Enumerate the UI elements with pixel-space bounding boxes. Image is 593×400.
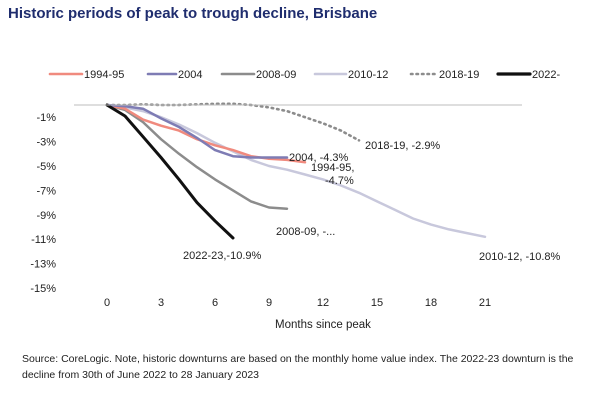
legend-label-2018-19: 2018-19: [439, 69, 479, 81]
data-label-2010-12: 2010-12, -10.8%: [479, 251, 561, 263]
y-tick-label: -9%: [36, 210, 56, 222]
x-tick-label: 15: [371, 297, 383, 309]
source-note: Source: CoreLogic. Note, historic downtu…: [22, 353, 574, 381]
series-line-1994-95: [105, 103, 307, 164]
chart-data-labels: 1994-95, -4.7%2004, -4.3% 2008-09, -... 201…: [183, 140, 561, 263]
x-tick-label: 6: [212, 297, 218, 309]
y-tick-label: -7%: [36, 185, 56, 197]
data-label-2022: 2022-23,-10.9%: [183, 250, 261, 262]
chart-axes: -1% -3% -5% -7% -9% -11% -13% -15% 0 3 6 9 12 15 18 21 M…: [30, 104, 522, 331]
x-axis-title: Months since peak: [275, 319, 371, 331]
x-tick-label: 18: [425, 297, 437, 309]
y-tick-label: -1%: [36, 112, 56, 124]
y-tick-label: -5%: [36, 161, 56, 173]
chart-lines: [105, 102, 487, 240]
chart-legend: 1994-95 2004 2008-09 2010-12 2018-19 2022-: [48, 69, 560, 81]
data-label-2018-19: 2018-19, -2.9%: [365, 140, 440, 152]
x-tick-label: 0: [104, 297, 110, 309]
data-label-2008-09: 2008-09, -...: [276, 226, 335, 238]
y-tick-label: -11%: [31, 234, 56, 246]
series-line-2010-12: [105, 103, 487, 239]
y-tick-label: -3%: [36, 137, 56, 149]
x-tick-label: 12: [317, 297, 329, 309]
series-line-2008-09: [105, 103, 289, 210]
legend-label-2022: 2022-: [532, 69, 560, 81]
series-line-2018-19: [105, 102, 361, 142]
chart-title: Historic periods of peak to trough decli…: [8, 5, 378, 22]
x-tick-label: 3: [158, 297, 164, 309]
y-tick-label: -13%: [30, 259, 56, 271]
y-tick-label: -15%: [30, 283, 56, 295]
legend-label-1994-95: 1994-95: [84, 69, 124, 81]
series-line-2022: [105, 103, 235, 240]
x-tick-label: 9: [266, 297, 272, 309]
legend-label-2010-12: 2010-12: [348, 69, 388, 81]
legend-label-2004: 2004: [178, 69, 202, 81]
data-label-1994-95: 1994-95, -4.7%: [311, 162, 354, 187]
data-label-2004: 2004, -4.3%: [289, 152, 349, 164]
legend-label-2008-09: 2008-09: [256, 69, 296, 81]
series-line-2004: [105, 103, 289, 159]
x-tick-label: 21: [479, 297, 491, 309]
line-chart: 1994-95 2004 2008-09 2010-12 2018-19 2022- -1…: [30, 69, 561, 331]
